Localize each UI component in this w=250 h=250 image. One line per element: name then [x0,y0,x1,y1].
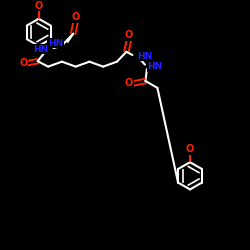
Text: O: O [19,58,27,68]
Text: O: O [125,30,133,40]
Text: O: O [186,144,194,154]
Text: O: O [72,12,80,22]
Text: O: O [34,1,43,11]
Text: HN: HN [148,62,163,71]
Text: HN: HN [48,39,63,48]
Text: HN: HN [137,52,152,61]
Text: O: O [125,78,133,88]
Text: HN: HN [33,45,48,54]
